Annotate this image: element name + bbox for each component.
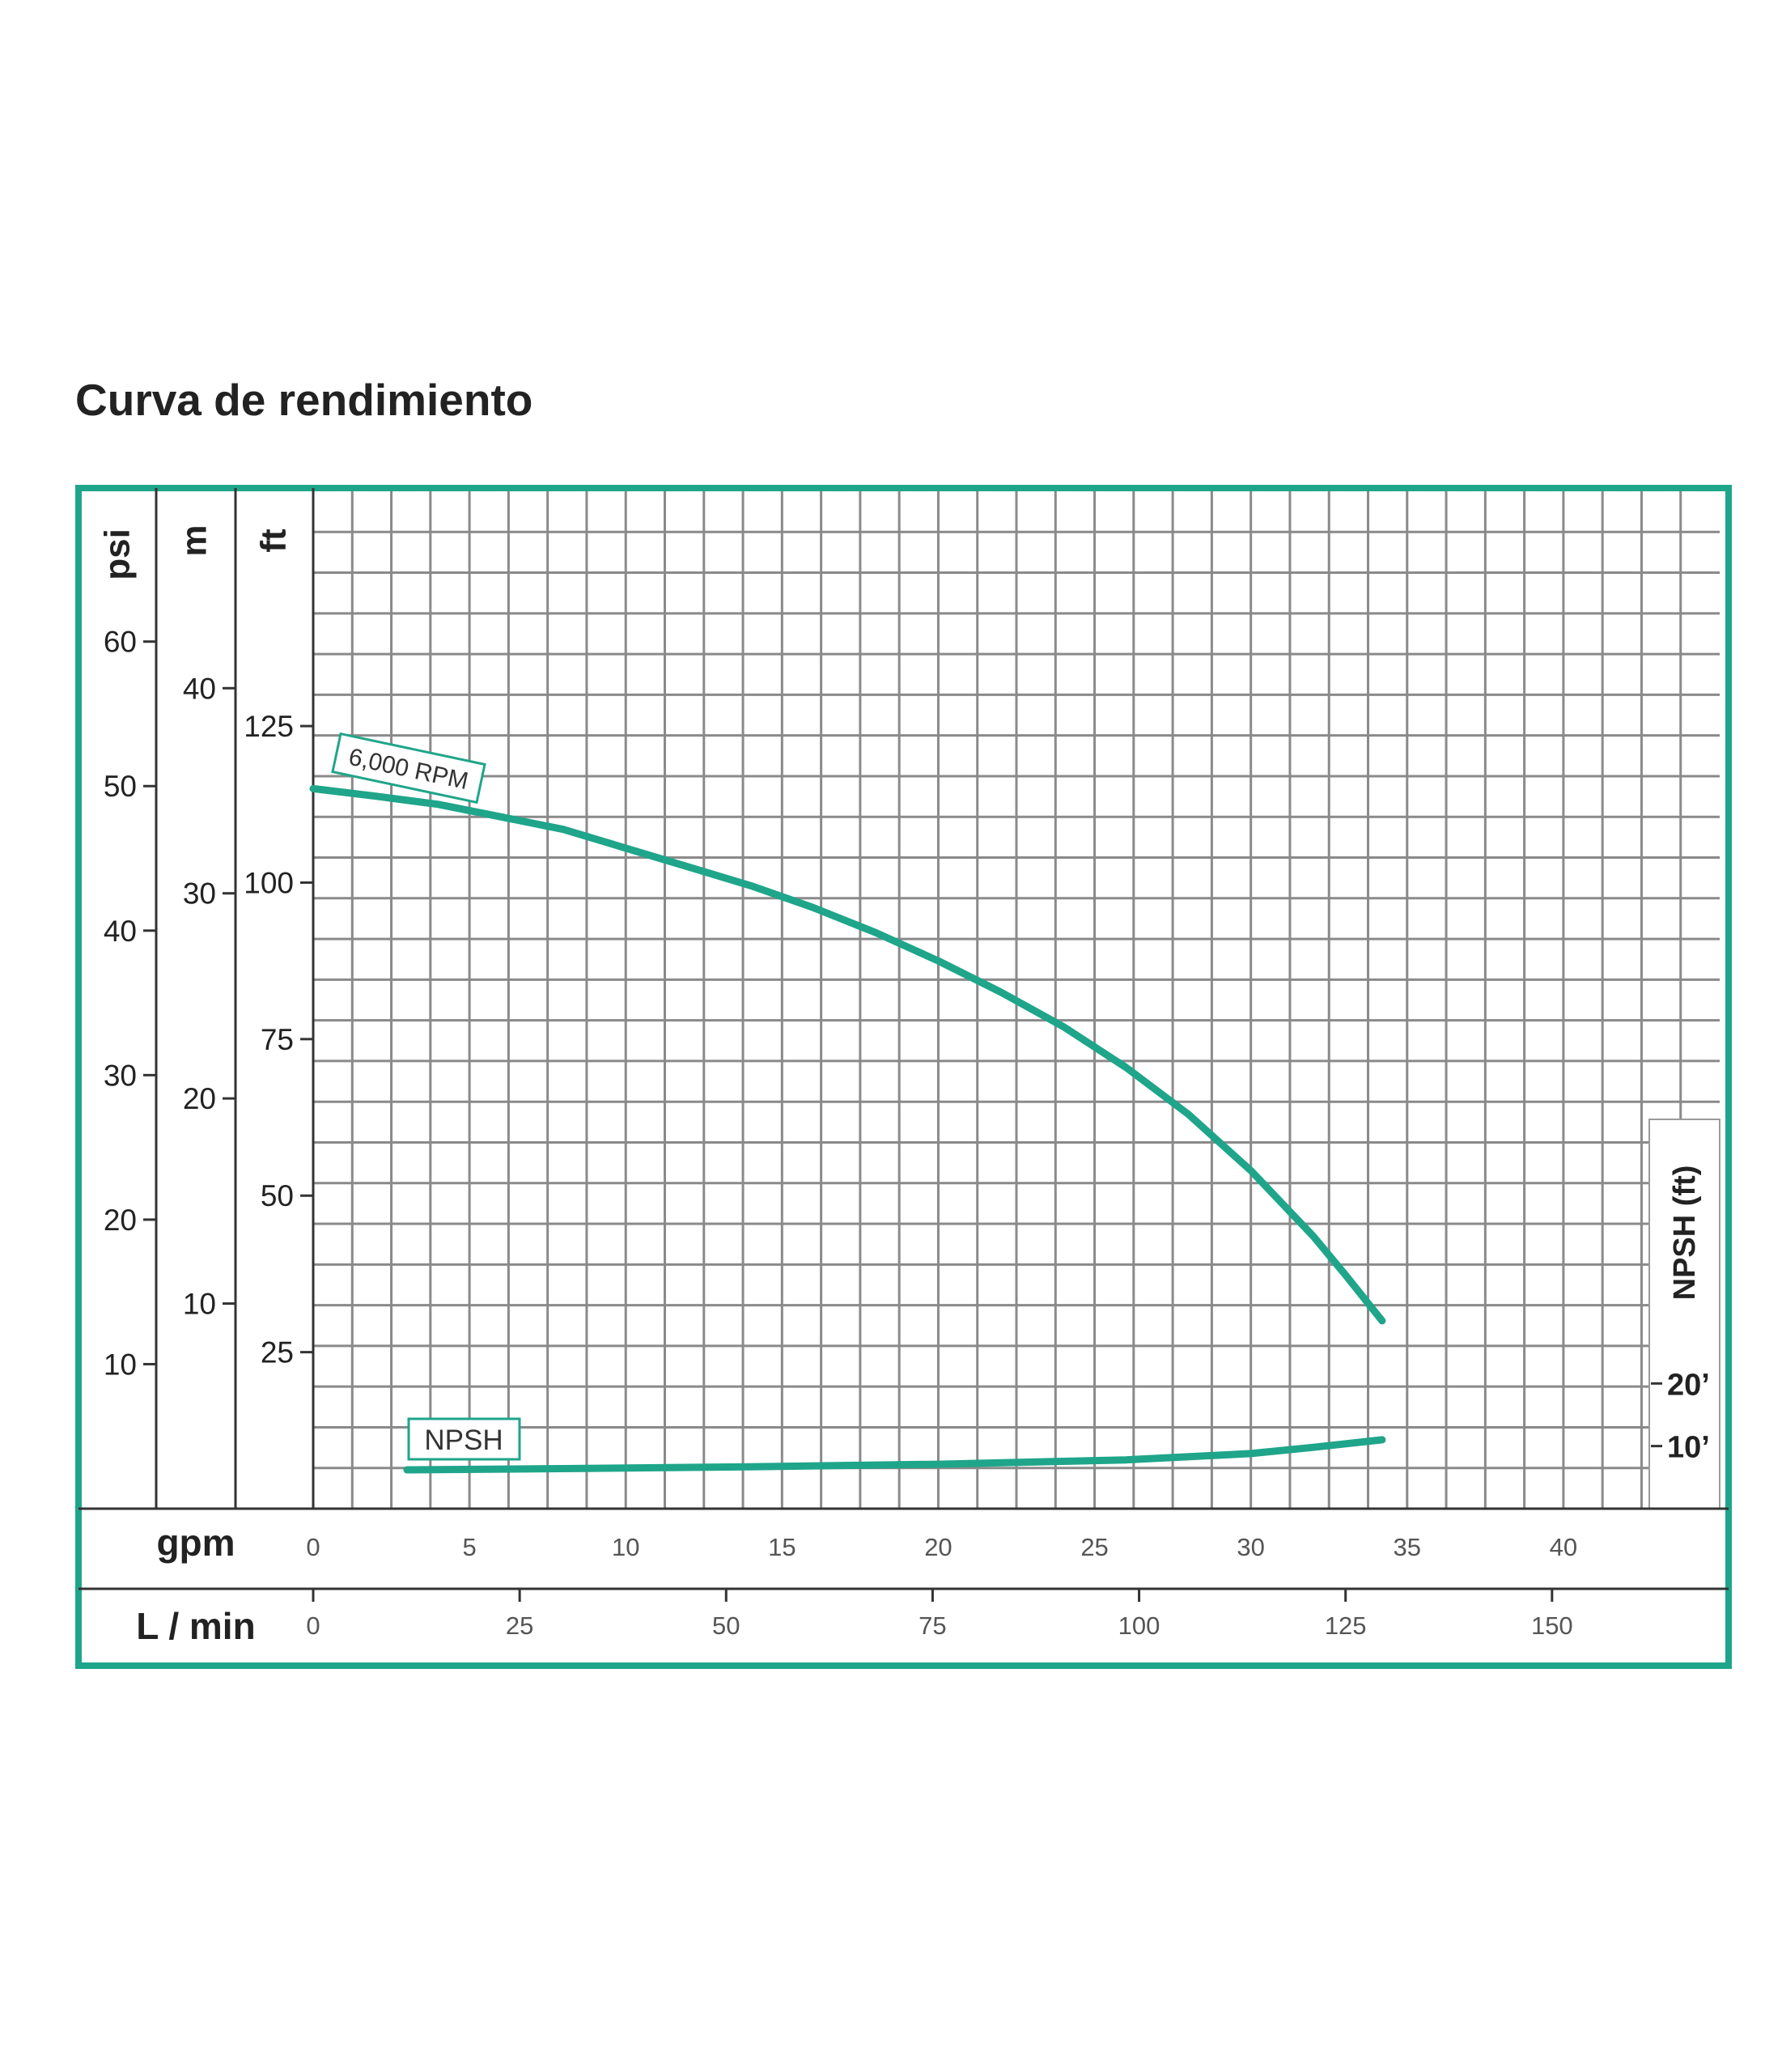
ft-tick-label: 75	[261, 1023, 294, 1056]
m-tick-label: 40	[183, 672, 216, 705]
lmin-tick-label: 150	[1531, 1611, 1573, 1640]
gpm-tick-label: 25	[1080, 1533, 1108, 1561]
series-line-npsh	[403, 1436, 1386, 1474]
npsh-series-label: NPSH	[407, 1417, 521, 1461]
lmin-tick-label: 50	[712, 1611, 740, 1640]
rpm-series-label: 6,000 RPM	[331, 732, 486, 805]
lmin-tick-label: 25	[506, 1611, 533, 1640]
m-axis-label: m	[175, 524, 214, 556]
psi-tick-label: 10	[104, 1348, 137, 1381]
ft-axis-label: ft	[254, 529, 294, 553]
npsh-label-text: NPSH	[424, 1424, 503, 1456]
gpm-tick-label: 40	[1550, 1533, 1577, 1561]
ft-tick-label: 125	[244, 710, 294, 743]
psi-tick-label: 30	[104, 1059, 137, 1092]
series-line-6000-rpm	[309, 784, 1386, 1325]
ft-tick-label: 100	[244, 866, 294, 899]
lmin-tick-label: 75	[919, 1611, 946, 1640]
series-labels: 6,000 RPM NPSH	[331, 732, 521, 1461]
npsh-tick-label: 20’	[1667, 1368, 1710, 1402]
gpm-tick-label: 15	[768, 1533, 796, 1561]
chart-frame	[75, 485, 1732, 1669]
rpm-label-box	[331, 732, 486, 805]
gpm-tick-label: 35	[1394, 1533, 1421, 1561]
gpm-tick-label: 10	[612, 1533, 639, 1561]
npsh-axis-panel	[1648, 1119, 1720, 1509]
gpm-tick-label: 0	[306, 1533, 320, 1561]
gpm-tick-label: 20	[924, 1533, 952, 1561]
psi-tick-label: 60	[104, 626, 137, 659]
lmin-tick-label: 0	[306, 1611, 320, 1640]
series-layer	[309, 784, 1386, 1474]
psi-tick-label: 50	[104, 770, 137, 803]
ft-tick-label: 25	[261, 1336, 294, 1369]
frame-layer	[75, 485, 1732, 1669]
m-tick-label: 20	[183, 1082, 216, 1115]
npsh-tick-label: 10’	[1667, 1431, 1710, 1465]
m-tick-label: 10	[183, 1288, 216, 1321]
m-tick-label: 30	[183, 877, 216, 911]
lmin-axis-label: L / min	[136, 1605, 255, 1647]
ft-tick-label: 50	[261, 1179, 294, 1212]
psi-tick-label: 20	[104, 1204, 137, 1237]
page-title: Curva de rendimiento	[75, 375, 533, 425]
gpm-tick-label: 5	[462, 1533, 476, 1561]
npsh-label-box	[407, 1417, 521, 1461]
axis-labels: psi m ft NPSH (ft) gpm L / min	[98, 524, 1703, 1647]
lmin-tick-label: 100	[1118, 1611, 1160, 1640]
psi-axis-label: psi	[98, 529, 138, 580]
psi-tick-label: 40	[104, 915, 137, 948]
gpm-axis-label: gpm	[156, 1522, 235, 1564]
lmin-tick-label: 125	[1325, 1611, 1367, 1640]
npsh-axis-label: NPSH (ft)	[1668, 1166, 1702, 1301]
gpm-tick-label: 30	[1237, 1533, 1264, 1561]
